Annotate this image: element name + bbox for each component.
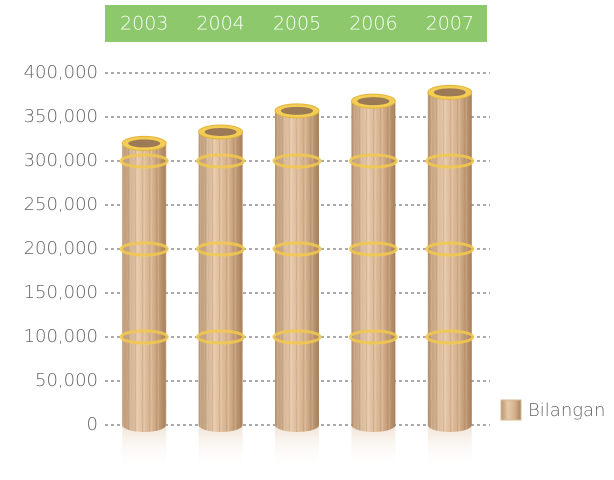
bar-node xyxy=(425,153,475,169)
bar-node xyxy=(272,241,322,257)
category-label: 2007 xyxy=(426,13,474,35)
bar-grain xyxy=(351,101,396,432)
bar-node xyxy=(196,329,246,345)
bar-node xyxy=(119,329,169,345)
bar-top-hole xyxy=(281,106,313,115)
y-tick-label: 350,000 xyxy=(24,106,98,127)
bar-reflection xyxy=(122,425,167,470)
bar-grain xyxy=(122,143,167,432)
bar xyxy=(272,103,322,432)
bar-top-hole xyxy=(433,88,466,97)
bar-node xyxy=(196,241,246,257)
bar-node xyxy=(119,241,169,257)
legend-swatch xyxy=(500,399,522,421)
category-label: 2003 xyxy=(120,13,168,35)
bar-node xyxy=(272,153,322,169)
category-label: 2004 xyxy=(196,13,244,35)
bar-reflection xyxy=(275,425,319,470)
bar xyxy=(119,135,169,432)
bar-top-hole xyxy=(204,127,237,136)
y-tick-label: 200,000 xyxy=(24,238,98,259)
legend-label: Bilangan xyxy=(528,400,605,421)
y-tick-label: 400,000 xyxy=(24,62,98,83)
y-tick-label: 250,000 xyxy=(24,194,98,215)
category-label: 2006 xyxy=(349,13,397,35)
bar-node xyxy=(272,329,322,345)
y-tick-label: 150,000 xyxy=(24,282,98,303)
bar-node xyxy=(196,153,246,169)
bar-node xyxy=(425,329,475,345)
y-tick-label: 50,000 xyxy=(35,370,98,391)
category-band xyxy=(105,5,487,42)
bar-grain xyxy=(198,131,243,432)
bar-reflection xyxy=(427,425,472,470)
bar-node xyxy=(348,329,398,345)
bar-node xyxy=(348,153,398,169)
bar-top-hole xyxy=(357,97,390,106)
bar-reflection xyxy=(198,425,243,470)
y-tick-label: 100,000 xyxy=(24,326,98,347)
bar-node xyxy=(348,241,398,257)
bar-grain xyxy=(427,92,472,433)
bar-grain xyxy=(275,110,319,432)
y-tick-label: 0 xyxy=(87,414,98,435)
bar-node xyxy=(119,153,169,169)
bar xyxy=(425,84,475,433)
category-label: 2005 xyxy=(273,13,321,35)
bar xyxy=(196,124,246,432)
bar-node xyxy=(425,241,475,257)
bar-top-hole xyxy=(128,139,161,148)
bar-reflection xyxy=(351,425,396,470)
bar xyxy=(348,93,398,432)
y-tick-label: 300,000 xyxy=(24,150,98,171)
